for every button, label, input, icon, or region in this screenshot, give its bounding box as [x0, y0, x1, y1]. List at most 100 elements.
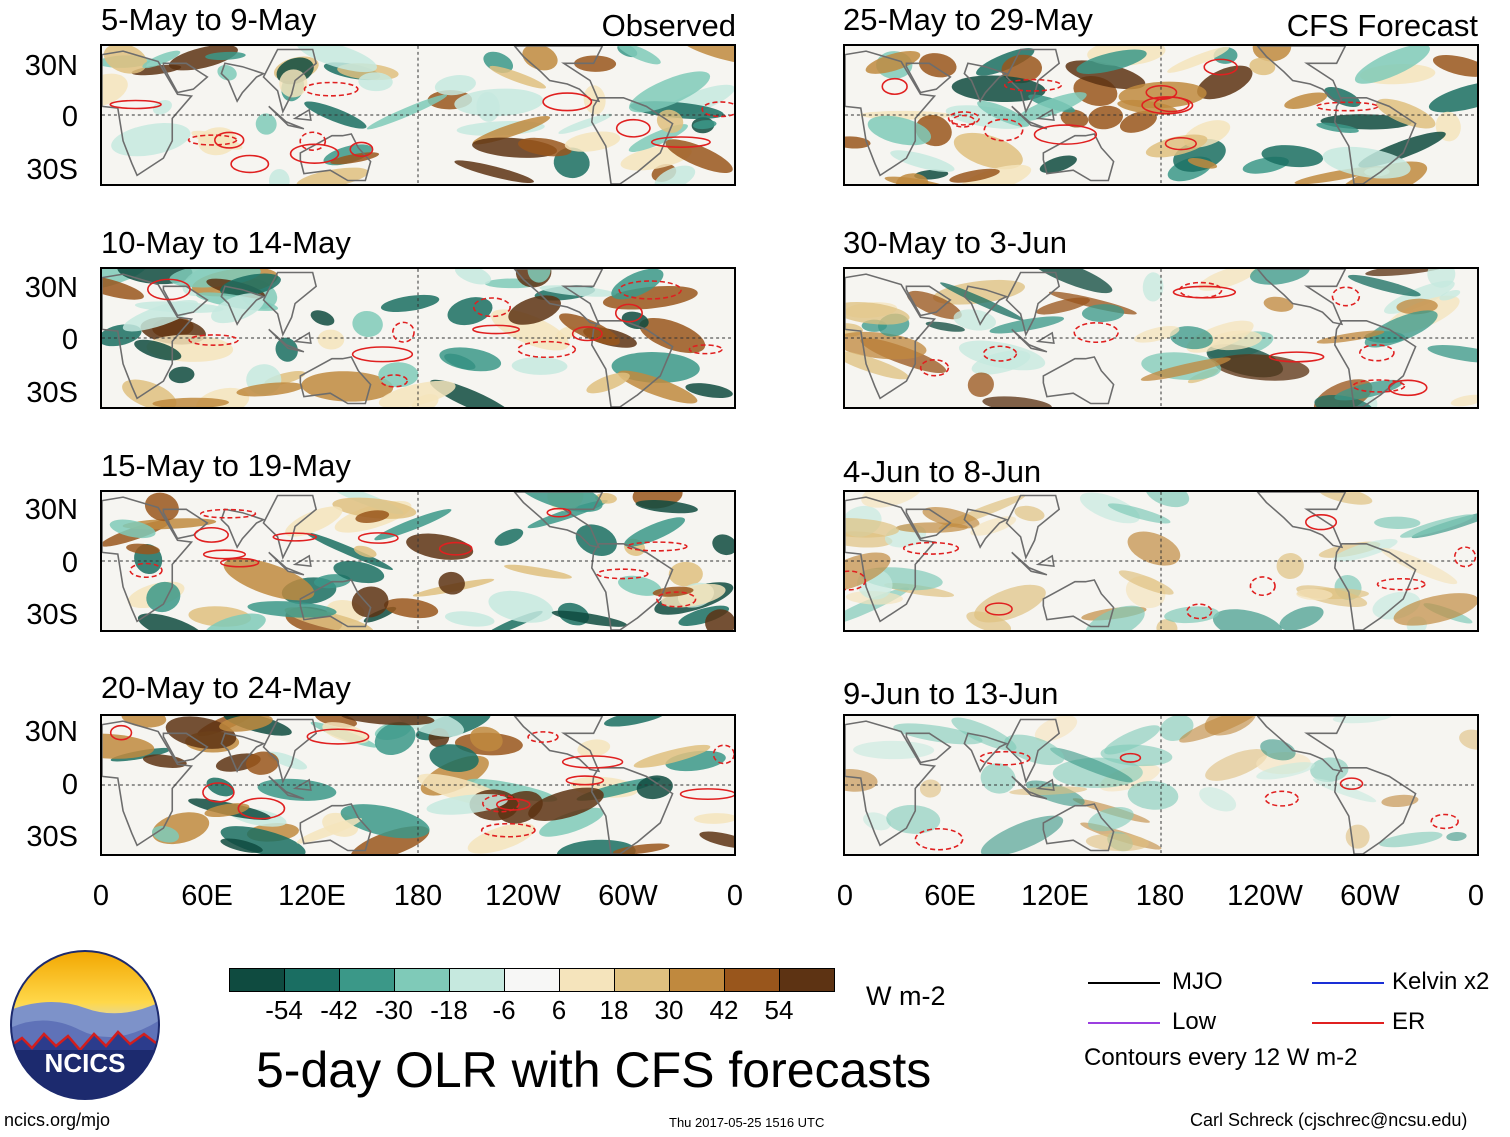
coastline	[963, 285, 1009, 326]
olr-anomaly-blob	[168, 366, 195, 384]
olr-anomaly-blob	[539, 285, 616, 297]
olr-anomaly-blob	[1250, 269, 1310, 285]
er-contour	[1164, 136, 1197, 151]
coastline	[262, 494, 318, 560]
olr-anomaly-blob	[383, 598, 439, 619]
er-contour	[914, 827, 964, 851]
er-contour	[306, 728, 370, 745]
coastline	[299, 579, 372, 628]
olr-anomaly-blob	[699, 831, 734, 849]
olr-anomaly-blob	[142, 50, 181, 69]
olr-anomaly-blob	[205, 51, 246, 61]
olr-anomaly-blob	[1256, 762, 1315, 780]
olr-anomaly-blob	[1034, 716, 1078, 742]
er-contour	[626, 541, 688, 552]
er-contour	[881, 77, 908, 95]
olr-anomaly-blob	[1332, 716, 1392, 724]
er-contour	[109, 724, 133, 741]
map-panel	[100, 714, 736, 856]
olr-anomaly-blob	[447, 297, 493, 326]
er-contour	[951, 114, 976, 128]
coastline	[590, 543, 674, 630]
olr-anomaly-blob	[618, 575, 662, 596]
olr-anomaly-blob	[845, 552, 891, 593]
olr-anomaly-blob	[1187, 157, 1218, 169]
er-contour	[982, 345, 1018, 362]
olr-anomaly-blob	[1212, 609, 1283, 630]
olr-anomaly-blob	[980, 815, 1064, 854]
colorbar-tick: 42	[709, 995, 739, 1025]
coastline	[590, 320, 674, 407]
er-contour	[237, 797, 286, 820]
er-contour	[656, 591, 697, 608]
olr-anomaly-blob	[1428, 80, 1477, 113]
olr-anomaly-blob	[340, 804, 430, 839]
olr-anomaly-blob	[1127, 780, 1179, 810]
er-contour	[1430, 813, 1459, 830]
olr-anomaly-blob	[1028, 269, 1113, 294]
olr-anomaly-blob	[884, 176, 950, 184]
er-contour	[199, 508, 257, 519]
olr-anomaly-blob	[102, 733, 155, 759]
lon-label-120e: 120E	[278, 880, 346, 912]
olr-anomaly-blob	[951, 717, 1017, 751]
legend-line-kelvin	[1312, 982, 1384, 984]
er-contour	[1033, 124, 1098, 145]
olr-anomaly-blob	[639, 317, 706, 354]
er-contour	[1339, 777, 1364, 790]
coastline	[1333, 543, 1417, 630]
er-contour	[561, 755, 624, 769]
coastline	[1333, 320, 1417, 407]
er-contour	[565, 775, 605, 786]
legend-line-mjo	[1088, 982, 1160, 984]
lon-label-0: 0	[1467, 880, 1485, 912]
logo-text: NCICS	[45, 1048, 126, 1078]
olr-anomaly-blob	[102, 73, 128, 107]
olr-anomaly-blob	[380, 294, 440, 312]
er-contour	[482, 794, 520, 813]
olr-anomaly-blob	[1393, 593, 1477, 626]
er-contour	[902, 541, 960, 555]
olr-anomaly-blob	[922, 506, 980, 529]
er-contour	[438, 541, 473, 556]
olr-anomaly-blob	[151, 825, 180, 843]
panel-title-fcst-3: 4-Jun to 8-Jun	[843, 454, 1042, 489]
er-contour	[299, 131, 327, 151]
lon-label-0: 0	[726, 880, 744, 912]
olr-anomaly-blob	[102, 275, 144, 300]
coastline	[590, 97, 674, 184]
panel-title-obs-1: 5-May to 9-May	[101, 2, 317, 37]
er-contour	[289, 143, 340, 164]
olr-anomaly-blob	[1446, 831, 1467, 842]
olr-anomaly-blob	[358, 72, 393, 92]
colorbar-tick: -54	[265, 995, 303, 1025]
olr-anomaly-blob	[1076, 49, 1147, 74]
olr-anomaly-blob	[925, 321, 965, 332]
olr-anomaly-blob	[220, 838, 263, 853]
colorbar-tick: 18	[599, 995, 629, 1025]
olr-anomaly-blob	[296, 817, 362, 844]
coastline	[845, 273, 937, 400]
olr-anomaly-blob	[444, 611, 495, 627]
coastline	[1011, 105, 1048, 130]
olr-anomaly-blob	[633, 744, 711, 768]
panel-title-fcst-4: 9-Jun to 13-Jun	[843, 676, 1059, 711]
olr-anomaly-blob	[1312, 778, 1377, 803]
observed-tag: Observed	[601, 8, 736, 43]
er-contour	[1249, 576, 1276, 597]
coastline	[162, 62, 209, 94]
olr-anomaly-blob	[1345, 824, 1370, 849]
olr-anomaly-blob	[152, 100, 172, 115]
olr-anomaly-blob	[1324, 86, 1361, 108]
er-contour	[214, 131, 245, 149]
coastline	[905, 285, 952, 317]
coastline	[905, 508, 952, 540]
olr-anomaly-blob	[211, 293, 265, 324]
olr-anomaly-blob	[958, 164, 1032, 184]
er-contour	[615, 118, 651, 138]
olr-anomaly-blob	[126, 543, 160, 555]
footer-url[interactable]: ncics.org/mjo	[4, 1110, 111, 1130]
er-contour	[618, 280, 682, 300]
colorbar-box	[229, 968, 285, 992]
olr-anomaly-blob	[685, 383, 733, 398]
